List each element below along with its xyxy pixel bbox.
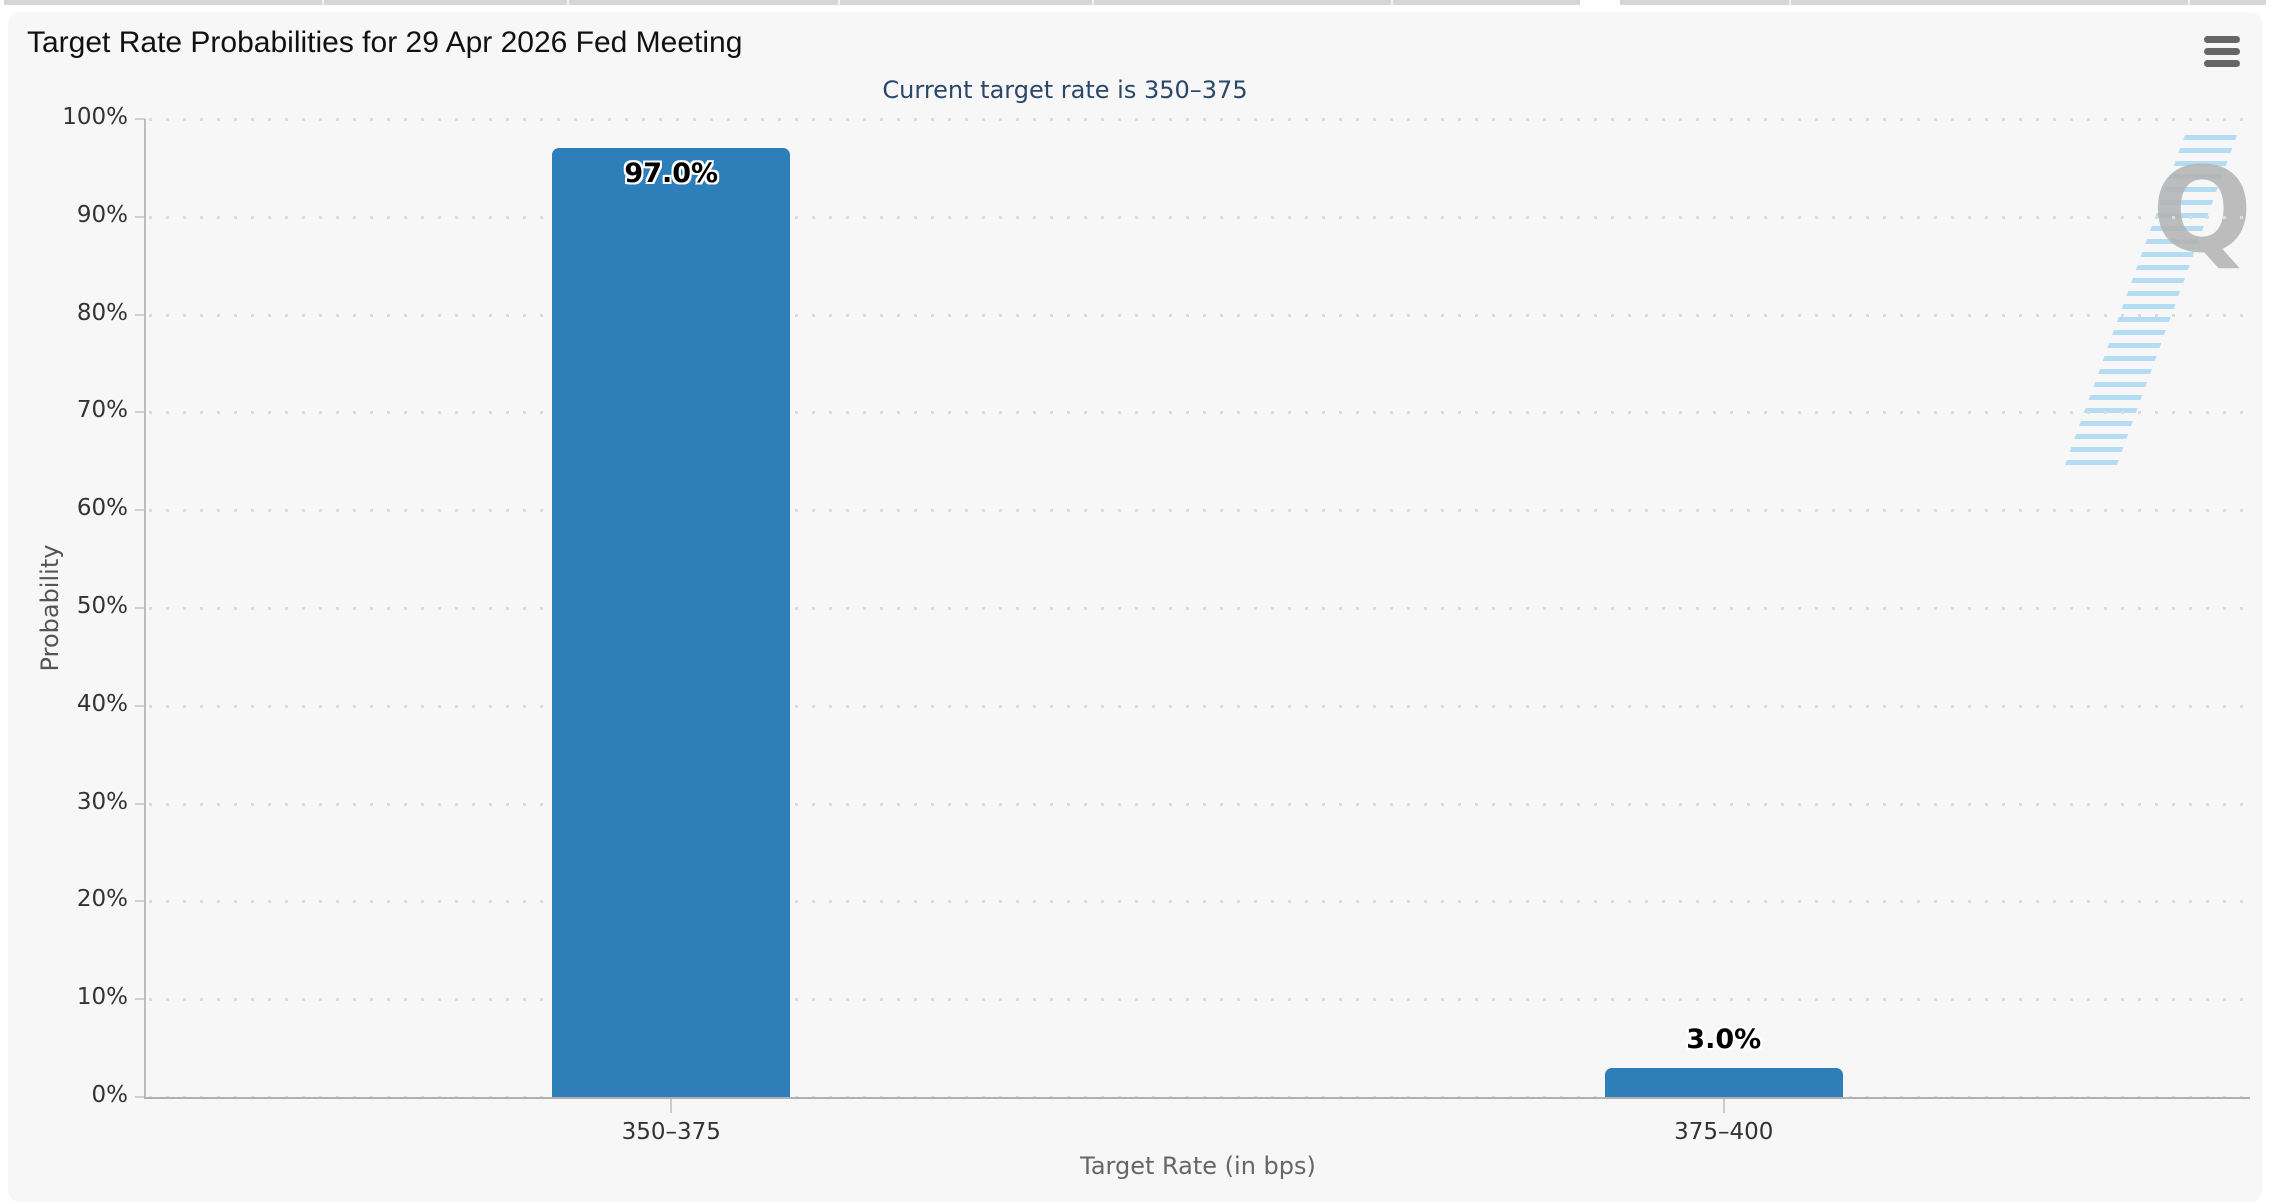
y-gridline (149, 607, 2250, 610)
top-tab-strip (4, 0, 2266, 5)
y-gridline (149, 411, 2250, 415)
y-axis-line (144, 119, 146, 1097)
y-axis-tick (135, 118, 145, 120)
hamburger-icon (2204, 35, 2240, 43)
y-axis-tick (135, 900, 145, 903)
y-axis-label: 70% (76, 397, 128, 424)
y-axis-tick (135, 215, 145, 218)
strip-divider (2188, 0, 2190, 5)
y-axis-label: 40% (76, 690, 128, 717)
strip-divider (567, 0, 569, 5)
probability-bar[interactable] (552, 148, 791, 1097)
hamburger-icon (2204, 47, 2240, 55)
y-gridline (149, 802, 2250, 806)
y-axis-tick (135, 1096, 145, 1098)
y-axis-tick (135, 607, 145, 609)
hamburger-icon (2204, 59, 2240, 67)
y-gridline (149, 509, 2250, 513)
y-axis-label: 30% (76, 788, 128, 815)
x-axis-label: 375–400 (1674, 1119, 1774, 1145)
y-axis-label: 80% (76, 299, 128, 326)
y-gridline (149, 998, 2250, 1002)
y-axis-tick (135, 509, 145, 512)
strip-divider (1092, 0, 1094, 5)
chart-title: Target Rate Probabilities for 29 Apr 202… (27, 26, 743, 59)
y-gridline (149, 118, 2250, 121)
y-axis-label: 0% (91, 1082, 129, 1108)
strip-divider (838, 0, 840, 5)
y-axis-label: 60% (76, 495, 128, 522)
y-axis-tick (135, 704, 145, 707)
y-gridline (149, 704, 2250, 708)
y-axis-tick (135, 411, 145, 414)
bar-value-label: 3.0% (1686, 1023, 1762, 1055)
y-axis-tick (135, 802, 145, 805)
watermark-q-logo-icon: Q (2152, 141, 2253, 279)
bar-value-label: 97.0% (624, 158, 719, 190)
y-axis-label: 90% (76, 201, 128, 228)
y-gridline (149, 900, 2250, 904)
strip-divider (1391, 0, 1393, 5)
y-axis-label: 10% (76, 984, 128, 1011)
x-axis-tick (670, 1099, 673, 1113)
y-axis-label: 50% (76, 593, 128, 619)
chart-subtitle: Current target rate is 350–375 (882, 76, 1248, 104)
probability-bar[interactable] (1604, 1067, 1843, 1097)
y-gridline (149, 215, 2250, 219)
x-axis-tick (1722, 1099, 1725, 1113)
x-axis-title: Target Rate (in bps) (1080, 1152, 1316, 1180)
y-axis-tick (135, 998, 145, 1001)
y-gridline (149, 313, 2250, 317)
fedwatch-chart: Target Rate Probabilities for 29 Apr 202… (8, 12, 2262, 1202)
y-axis-label: 100% (62, 104, 128, 130)
strip-notch (1580, 0, 1620, 5)
chart-context-menu-button[interactable] (2198, 28, 2246, 74)
x-axis-label: 350–375 (621, 1119, 721, 1145)
strip-divider (322, 0, 324, 5)
strip-divider (1789, 0, 1791, 5)
y-axis-label: 20% (76, 886, 128, 913)
y-axis-title: Probability (36, 544, 64, 672)
x-axis-line (144, 1097, 2250, 1099)
y-axis-tick (135, 313, 145, 316)
